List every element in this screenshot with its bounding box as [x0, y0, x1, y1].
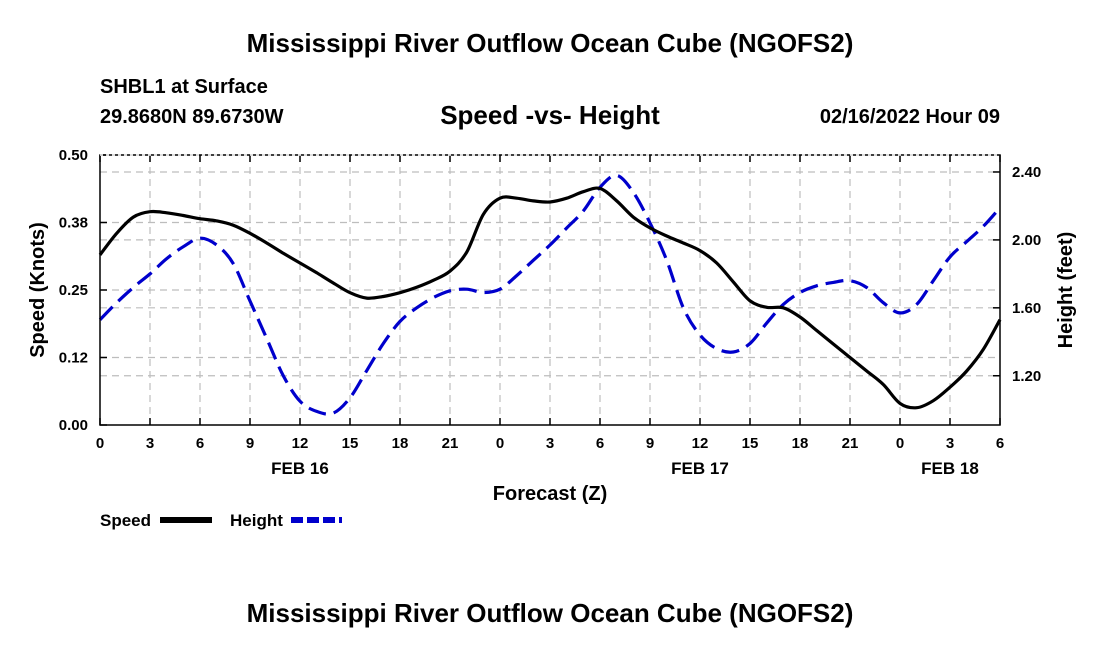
y-tick-label: 0.50 [59, 147, 88, 164]
y-tick-label: 0.12 [59, 350, 88, 367]
date-label: FEB 17 [671, 459, 729, 478]
station-label: SHBL1 at Surface [100, 76, 268, 98]
x-tick-label: 6 [596, 435, 604, 452]
grid [100, 155, 1000, 425]
series-group [98, 173, 1002, 416]
x-tick-label: 18 [392, 435, 409, 452]
y-tick-label: 0.00 [59, 417, 88, 434]
date-label: FEB 16 [271, 459, 329, 478]
x-tick-label: 15 [342, 435, 359, 452]
x-tick-label: 3 [546, 435, 554, 452]
footer-title: Mississippi River Outflow Ocean Cube (NG… [246, 598, 854, 628]
x-tick-label: 0 [96, 435, 104, 452]
y-tick-label: 0.38 [59, 215, 88, 232]
y-axis-label: Speed (Knots) [27, 222, 49, 358]
legend-speed-label: Speed [100, 511, 151, 530]
x-tick-label: 6 [196, 435, 204, 452]
y2-tick-label: 2.40 [1012, 164, 1041, 181]
height-series-line [98, 173, 1002, 416]
x-tick-label: 6 [996, 435, 1004, 452]
chart-subtitle: Speed -vs- Height [440, 100, 660, 130]
legend-height-label: Height [230, 511, 283, 530]
x-tick-label: 21 [442, 435, 459, 452]
forecast-datetime: 02/16/2022 Hour 09 [819, 106, 1000, 128]
x-axis-label: Forecast (Z) [493, 483, 607, 505]
x-tick-label: 0 [496, 435, 504, 452]
x-tick-label: 12 [292, 435, 309, 452]
x-tick-label: 12 [692, 435, 709, 452]
x-tick-label: 3 [946, 435, 954, 452]
x-tick-label: 3 [146, 435, 154, 452]
y2-axis-label: Height (feet) [1055, 232, 1077, 349]
y2-tick-label: 1.20 [1012, 368, 1041, 385]
x-tick-label: 18 [792, 435, 809, 452]
y2-tick-label: 1.60 [1012, 300, 1041, 317]
x-tick-label: 0 [896, 435, 904, 452]
x-tick-label: 15 [742, 435, 759, 452]
axes: 0 3 6 9 12 15 18 21 0 3 6 9 12 15 18 21 0 3 6 0.00 0.12 0.25 0… [59, 147, 1041, 478]
y2-tick-label: 2.00 [1012, 232, 1041, 249]
coordinates-label: 29.8680N 89.6730W [100, 106, 284, 128]
chart-title: Mississippi River Outflow Ocean Cube (NG… [246, 28, 854, 58]
speed-series-line [98, 186, 1002, 410]
y-tick-label: 0.25 [59, 282, 88, 299]
legend: Speed Height [100, 511, 342, 530]
x-tick-label: 21 [842, 435, 859, 452]
x-tick-label: 9 [646, 435, 654, 452]
x-tick-label: 9 [246, 435, 254, 452]
date-label: FEB 18 [921, 459, 979, 478]
